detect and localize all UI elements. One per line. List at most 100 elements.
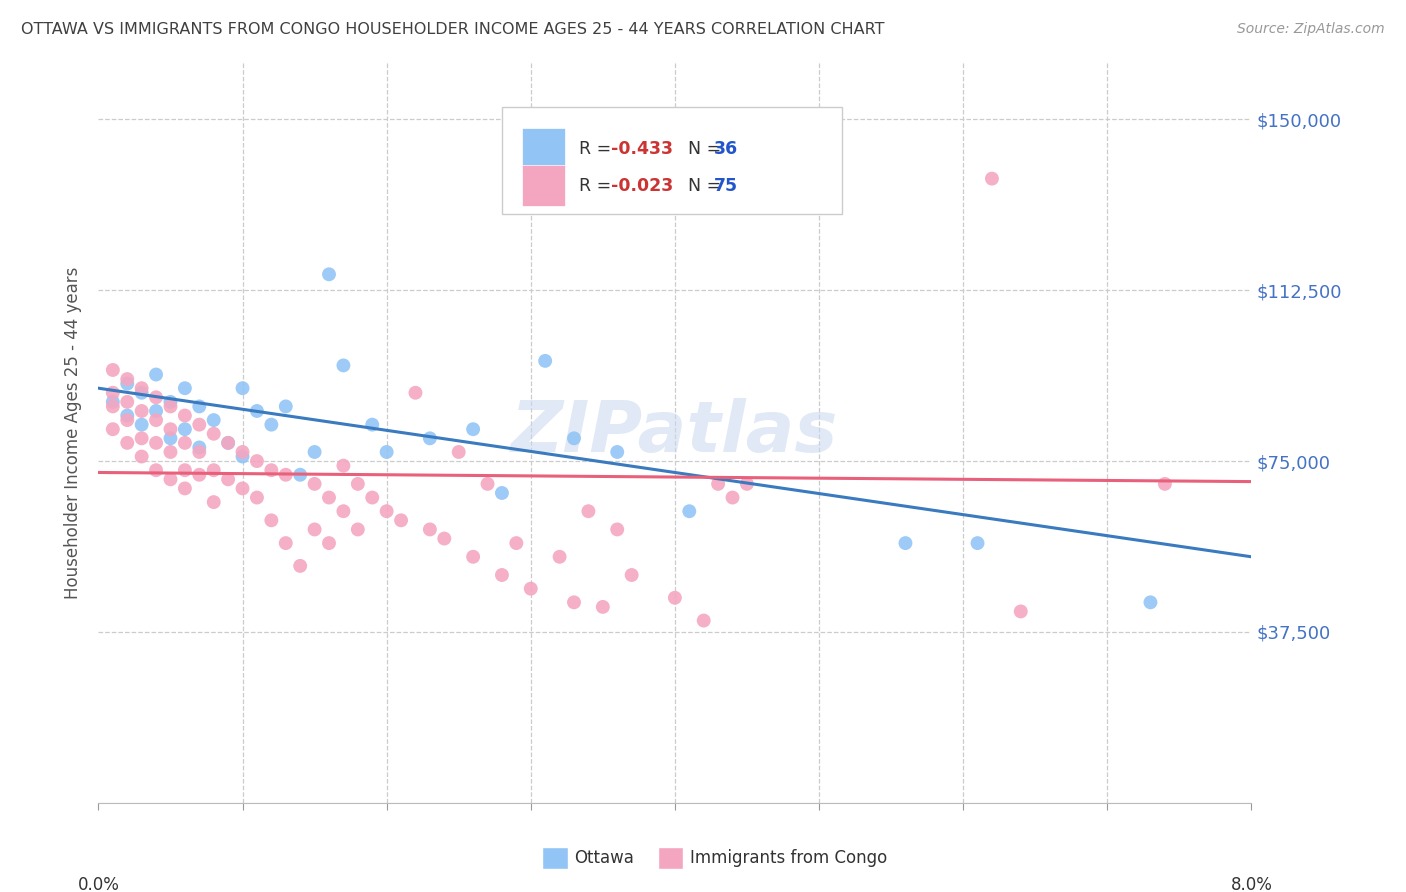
Point	[174, 435, 197, 450]
Point	[159, 400, 181, 414]
Point	[735, 476, 758, 491]
Point	[231, 482, 254, 496]
Point	[202, 426, 225, 441]
Point	[332, 458, 354, 473]
Point	[477, 476, 499, 491]
Bar	[522, 165, 565, 206]
Point	[202, 413, 225, 427]
Text: -0.023: -0.023	[612, 177, 673, 194]
Bar	[522, 128, 565, 169]
Point	[721, 491, 744, 505]
Point	[461, 422, 484, 436]
Point	[361, 491, 384, 505]
Point	[188, 417, 211, 432]
Text: OTTAWA VS IMMIGRANTS FROM CONGO HOUSEHOLDER INCOME AGES 25 - 44 YEARS CORRELATIO: OTTAWA VS IMMIGRANTS FROM CONGO HOUSEHOL…	[21, 22, 884, 37]
Point	[117, 372, 139, 386]
Point	[548, 549, 571, 564]
Point	[145, 463, 167, 477]
Point	[145, 390, 167, 404]
Point	[304, 445, 326, 459]
Text: R =: R =	[579, 139, 617, 158]
Point	[966, 536, 988, 550]
Y-axis label: Householder Income Ages 25 - 44 years: Householder Income Ages 25 - 44 years	[65, 267, 83, 599]
Point	[174, 422, 197, 436]
Point	[117, 413, 139, 427]
Point	[318, 491, 340, 505]
Point	[174, 381, 197, 395]
Point	[101, 422, 124, 436]
Point	[260, 463, 283, 477]
Point	[534, 354, 557, 368]
Point	[231, 381, 254, 395]
Point	[346, 523, 368, 537]
Point	[375, 504, 398, 518]
Point	[117, 395, 139, 409]
Point	[981, 171, 1004, 186]
Point	[145, 368, 167, 382]
Point	[131, 385, 153, 400]
Point	[894, 536, 917, 550]
Point	[188, 445, 211, 459]
Point	[101, 395, 124, 409]
Point	[188, 400, 211, 414]
Point	[145, 413, 167, 427]
Point	[131, 404, 153, 418]
Point	[419, 523, 441, 537]
Point	[246, 454, 269, 468]
Point	[159, 422, 181, 436]
Text: 0.0%: 0.0%	[77, 876, 120, 892]
Text: Source: ZipAtlas.com: Source: ZipAtlas.com	[1237, 22, 1385, 37]
Point	[274, 400, 297, 414]
Point	[693, 614, 716, 628]
Point	[491, 568, 513, 582]
Point	[562, 431, 585, 445]
Bar	[658, 847, 683, 870]
Point	[520, 582, 543, 596]
Point	[145, 404, 167, 418]
Text: ZIPatlas: ZIPatlas	[512, 398, 838, 467]
Point	[318, 268, 340, 282]
Point	[174, 482, 197, 496]
Point	[101, 385, 124, 400]
Point	[188, 441, 211, 455]
Point	[174, 463, 197, 477]
Point	[606, 523, 628, 537]
Point	[145, 435, 167, 450]
Text: 75: 75	[714, 177, 738, 194]
Point	[606, 445, 628, 459]
Point	[405, 385, 427, 400]
Point	[592, 599, 614, 614]
Point	[290, 467, 312, 482]
Point	[290, 558, 312, 573]
Point	[217, 435, 239, 450]
Point	[419, 431, 441, 445]
Point	[117, 435, 139, 450]
Text: Ottawa: Ottawa	[575, 849, 634, 867]
Point	[375, 445, 398, 459]
Point	[260, 417, 283, 432]
Point	[231, 450, 254, 464]
Point	[1154, 476, 1177, 491]
Point	[131, 450, 153, 464]
Point	[304, 523, 326, 537]
Point	[174, 409, 197, 423]
Point	[117, 376, 139, 391]
Point	[1139, 595, 1161, 609]
Text: Immigrants from Congo: Immigrants from Congo	[690, 849, 887, 867]
Point	[578, 504, 600, 518]
Point	[562, 595, 585, 609]
Point	[246, 404, 269, 418]
Text: -0.433: -0.433	[612, 139, 673, 158]
Point	[664, 591, 686, 605]
Point	[202, 463, 225, 477]
Point	[389, 513, 412, 527]
Text: R =: R =	[579, 177, 617, 194]
Point	[159, 395, 181, 409]
Point	[188, 467, 211, 482]
Point	[332, 359, 354, 373]
Point	[159, 472, 181, 486]
Text: N =: N =	[678, 177, 727, 194]
Point	[361, 417, 384, 432]
Point	[131, 431, 153, 445]
Point	[304, 476, 326, 491]
